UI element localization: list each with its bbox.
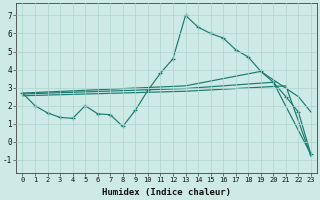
X-axis label: Humidex (Indice chaleur): Humidex (Indice chaleur) <box>102 188 231 197</box>
